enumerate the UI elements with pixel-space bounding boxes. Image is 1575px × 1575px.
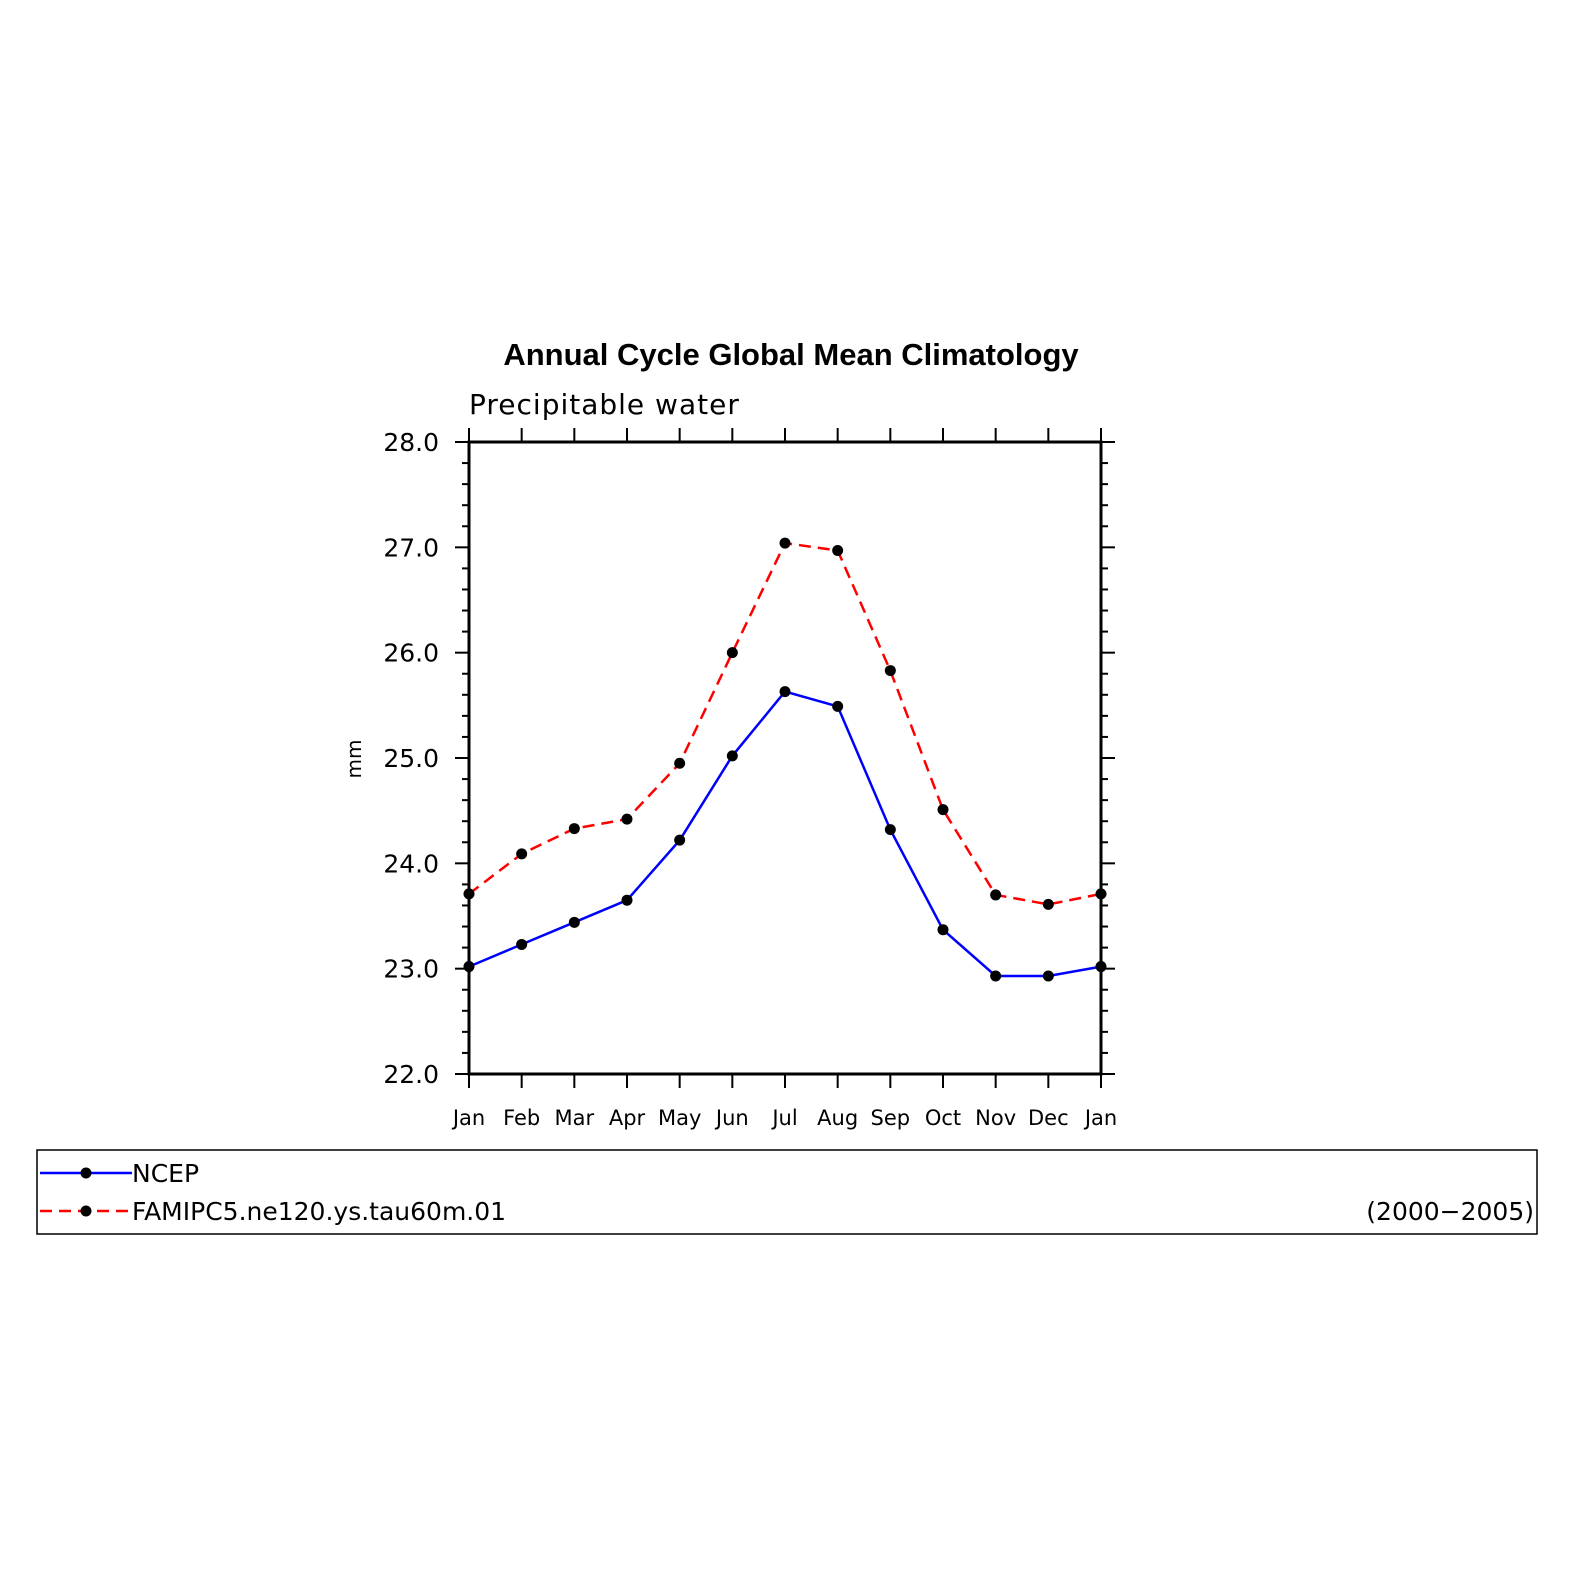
series-0-point bbox=[990, 970, 1002, 982]
series-1-point bbox=[674, 757, 686, 769]
series-0-point bbox=[1042, 970, 1054, 982]
series-1-point bbox=[1042, 898, 1054, 910]
y-tick-label: 22.0 bbox=[383, 1060, 439, 1089]
series-0-point bbox=[832, 700, 844, 712]
series-layer bbox=[463, 537, 1107, 982]
x-tick-label: May bbox=[658, 1106, 701, 1130]
x-tick-label: Jun bbox=[714, 1106, 749, 1130]
legend-marker-ncep bbox=[80, 1167, 92, 1179]
x-tick-label: Jan bbox=[1083, 1106, 1117, 1130]
series-1-point bbox=[621, 813, 633, 825]
series-line-1 bbox=[468, 541, 1102, 906]
y-tick-labels: 22.0 23.0 24.0 25.0 26.0 27.0 28.0 bbox=[383, 428, 439, 1089]
x-tick-label: Sep bbox=[871, 1106, 911, 1130]
chart-title: Annual Cycle Global Mean Climatology bbox=[503, 337, 1079, 372]
series-0-point bbox=[884, 824, 896, 836]
series-0-point bbox=[726, 750, 738, 762]
series-1-point bbox=[568, 823, 580, 835]
y-tick-label: 24.0 bbox=[383, 849, 439, 878]
series-0-point bbox=[779, 686, 791, 698]
series-1-point bbox=[937, 804, 949, 816]
series-1-point bbox=[832, 544, 844, 556]
x-tick-labels: Jan Feb Mar Apr May Jun Jul Aug Sep Oct Nov Dec Jan bbox=[451, 1106, 1117, 1130]
series-1-point bbox=[884, 665, 896, 677]
series-1-point bbox=[990, 889, 1002, 901]
y-tick-label: 27.0 bbox=[383, 533, 439, 562]
series-1-point bbox=[779, 537, 791, 549]
series-0-point bbox=[674, 834, 686, 846]
series-0-point bbox=[568, 916, 580, 928]
x-tick-label: Jul bbox=[770, 1106, 797, 1130]
legend-label-famipc5: FAMIPC5.ne120.ys.tau60m.01 bbox=[132, 1197, 506, 1226]
y-tick-label: 26.0 bbox=[383, 639, 439, 668]
axis-ticks bbox=[455, 428, 1115, 1088]
series-0-point bbox=[1095, 961, 1107, 973]
y-tick-label: 25.0 bbox=[383, 744, 439, 773]
series-0-point bbox=[463, 961, 475, 973]
legend-box bbox=[36, 1149, 1538, 1235]
plot-frame bbox=[467, 440, 1103, 1076]
legend-label-ncep: NCEP bbox=[132, 1159, 199, 1188]
x-tick-label: Feb bbox=[503, 1106, 540, 1130]
x-tick-label: Oct bbox=[925, 1106, 961, 1130]
series-0-point bbox=[516, 938, 528, 950]
series-0-point bbox=[937, 924, 949, 936]
series-0-point bbox=[621, 894, 633, 906]
x-tick-label: Dec bbox=[1028, 1106, 1069, 1130]
y-tick-label: 28.0 bbox=[383, 428, 439, 457]
series-line-0 bbox=[468, 690, 1102, 978]
series-1-point bbox=[1095, 888, 1107, 900]
x-tick-label: Mar bbox=[555, 1106, 595, 1130]
series-1-point bbox=[463, 888, 475, 900]
chart-subtitle: Precipitable water bbox=[469, 388, 740, 421]
series-1-point bbox=[726, 647, 738, 659]
series-1-point bbox=[516, 848, 528, 860]
legend-marker-famipc5 bbox=[80, 1205, 92, 1217]
x-tick-label: Nov bbox=[975, 1106, 1016, 1130]
y-axis-label: mm bbox=[342, 740, 366, 779]
legend-note-years: (2000−2005) bbox=[1366, 1197, 1534, 1226]
x-tick-label: Apr bbox=[609, 1106, 646, 1130]
legend: NCEP FAMIPC5.ne120.ys.tau60m.01 (2000−20… bbox=[36, 1149, 1538, 1235]
x-tick-label: Aug bbox=[817, 1106, 858, 1130]
y-tick-label: 23.0 bbox=[383, 955, 439, 984]
x-tick-label: Jan bbox=[451, 1106, 485, 1130]
